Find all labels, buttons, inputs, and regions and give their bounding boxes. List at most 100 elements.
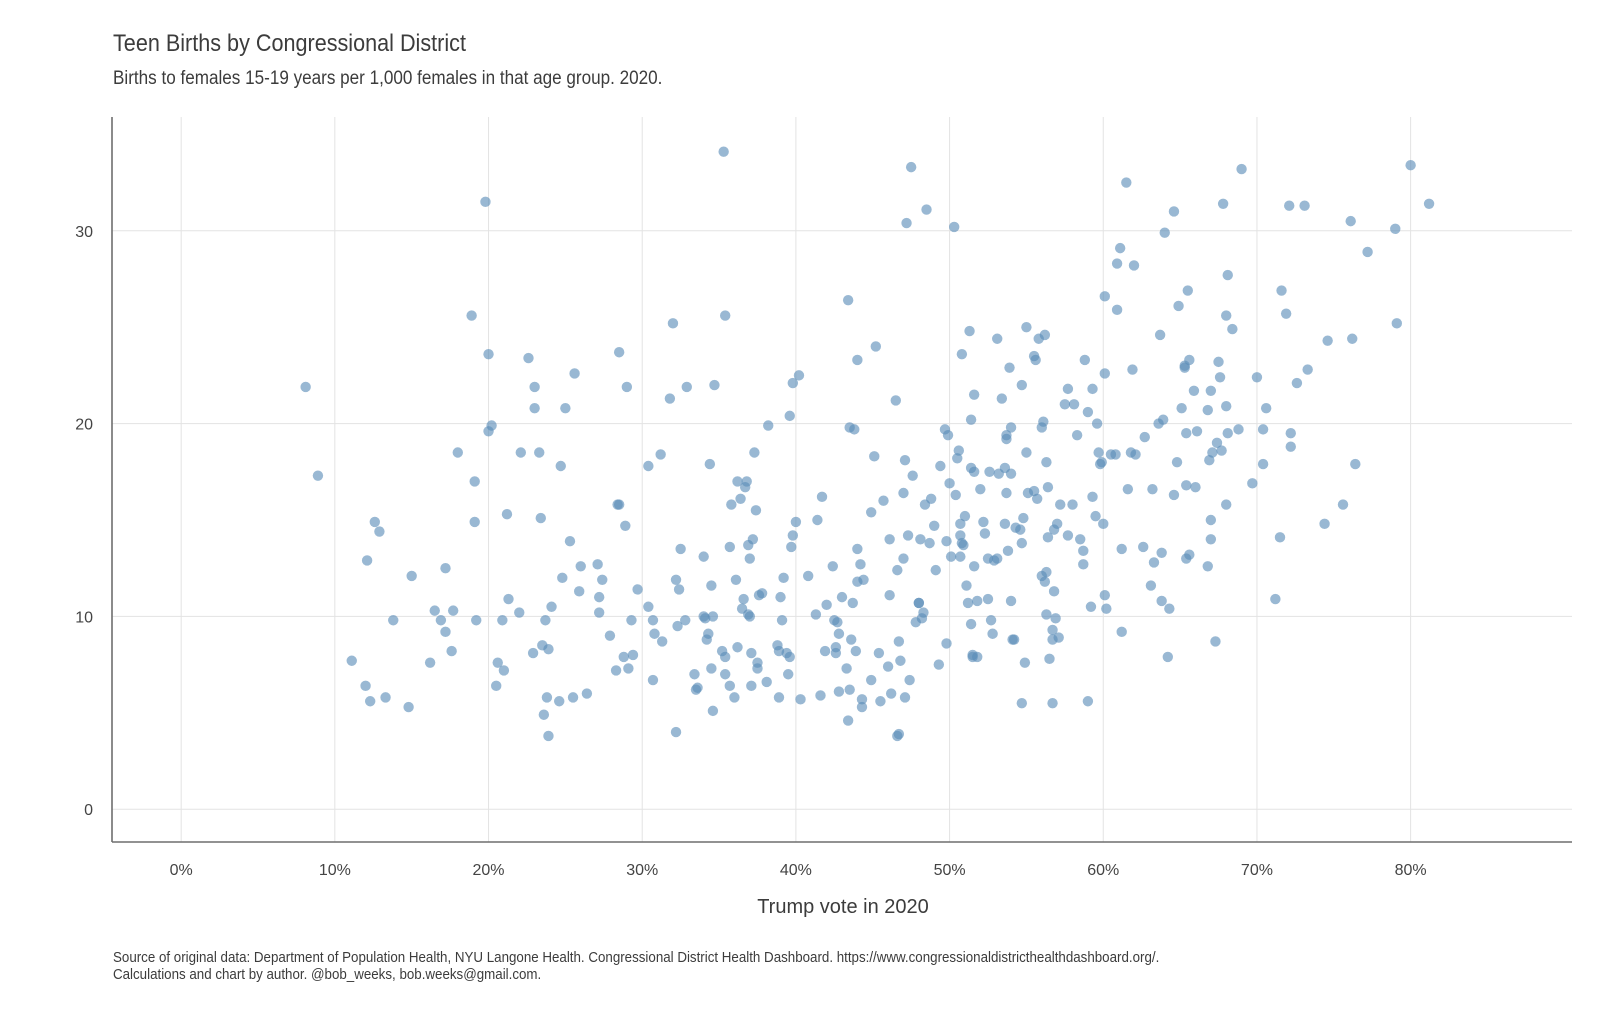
data-point (987, 628, 998, 639)
data-point (557, 572, 568, 584)
data-point (833, 628, 845, 639)
data-point (955, 551, 966, 562)
data-point (1221, 499, 1232, 510)
data-point (514, 607, 525, 618)
data-point (440, 626, 451, 638)
data-point (1005, 468, 1017, 479)
data-point (564, 536, 576, 547)
data-point (913, 597, 925, 609)
data-point (898, 553, 909, 564)
data-point (892, 564, 903, 576)
data-point (1087, 491, 1098, 503)
data-point (802, 570, 814, 582)
data-point (613, 347, 625, 358)
data-point (744, 553, 755, 564)
data-point (878, 495, 889, 506)
data-point (905, 161, 917, 173)
data-point (1114, 242, 1126, 254)
data-point (895, 655, 906, 666)
data-point (1001, 433, 1012, 445)
data-point (626, 615, 637, 626)
data-point (1147, 483, 1158, 495)
data-point (975, 483, 986, 495)
data-point (735, 493, 746, 504)
data-point (1202, 561, 1213, 572)
data-point (955, 530, 966, 541)
data-point (1285, 428, 1296, 439)
data-point (1270, 593, 1281, 605)
data-point (885, 688, 897, 699)
chart-title: Teen Births by Congressional District (113, 30, 466, 57)
data-point (581, 688, 593, 699)
data-point (773, 692, 785, 703)
data-point (732, 476, 743, 487)
data-point (647, 674, 659, 686)
data-point (1179, 362, 1190, 373)
data-point (1031, 493, 1043, 504)
data-point (698, 551, 709, 562)
data-point (1016, 697, 1028, 709)
data-point (746, 680, 757, 692)
data-point (1093, 447, 1104, 458)
data-point (527, 647, 539, 659)
data-point (1099, 368, 1111, 379)
data-point (1091, 418, 1103, 429)
data-point (866, 674, 877, 686)
data-point (821, 599, 832, 611)
data-point (1276, 285, 1287, 296)
data-point (827, 561, 838, 572)
data-point (726, 499, 737, 510)
data-point (592, 559, 603, 570)
data-point (675, 543, 686, 555)
data-point (944, 478, 955, 489)
data-point (752, 663, 763, 674)
data-point (1039, 329, 1051, 341)
data-point (1002, 545, 1014, 557)
data-point (1047, 624, 1058, 636)
data-point (706, 663, 717, 674)
data-point (1362, 246, 1373, 258)
data-point (1159, 227, 1170, 238)
data-point (1078, 559, 1089, 570)
x-tick-label: 20% (473, 862, 505, 879)
data-point (656, 636, 668, 647)
data-point (429, 605, 440, 616)
data-point (846, 634, 857, 645)
data-point (1016, 537, 1028, 549)
data-point (1285, 441, 1296, 452)
data-point (1221, 401, 1232, 412)
data-point (787, 377, 799, 389)
data-point (732, 642, 743, 653)
data-point (893, 636, 905, 647)
data-point (815, 690, 826, 701)
data-point (901, 217, 912, 229)
data-point (1257, 458, 1269, 470)
data-point (364, 696, 376, 707)
data-point (1062, 383, 1074, 395)
data-point (756, 588, 768, 599)
data-point (540, 615, 551, 626)
data-point (1205, 534, 1217, 545)
y-tick-label: 0 (84, 802, 93, 819)
data-point (1111, 258, 1123, 269)
data-point (1138, 541, 1149, 553)
data-point (1284, 200, 1295, 211)
data-point (979, 528, 991, 539)
axes (111, 117, 1572, 843)
data-point (535, 512, 546, 524)
data-point (1211, 437, 1223, 449)
data-point (647, 615, 659, 626)
data-point (849, 424, 860, 435)
data-point (972, 595, 983, 607)
data-point (1337, 499, 1349, 510)
data-point (503, 593, 514, 605)
data-point (832, 616, 843, 628)
data-point (709, 379, 720, 391)
data-point (972, 651, 983, 663)
data-point (904, 674, 915, 686)
data-point (948, 221, 960, 233)
data-point (1090, 510, 1101, 522)
data-point (1068, 399, 1080, 410)
data-point (720, 651, 731, 663)
data-point (724, 680, 736, 692)
